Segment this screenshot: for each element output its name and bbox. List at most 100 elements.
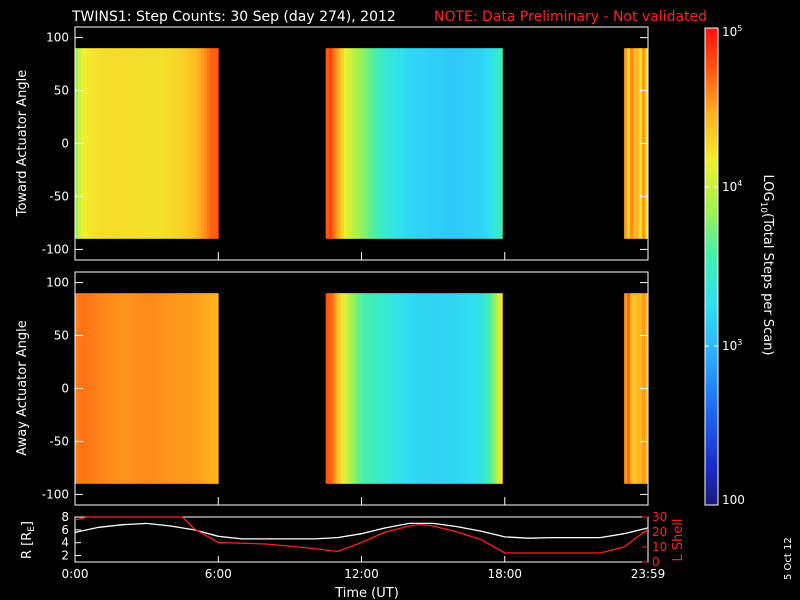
- heatmap-cell: [385, 293, 390, 484]
- heatmap-cell: [111, 293, 115, 484]
- heatmap-cell: [454, 48, 459, 239]
- heatmap-cell: [412, 48, 417, 239]
- heatmap-cell: [174, 293, 178, 484]
- heatmap-cell: [186, 293, 190, 484]
- heatmap-cell: [469, 48, 474, 239]
- heatmap-cell: [481, 48, 486, 239]
- heatmap-cell: [382, 293, 387, 484]
- heatmap-cell: [147, 293, 151, 484]
- heatmap-cell: [484, 48, 489, 239]
- preliminary-note: NOTE: Data Preliminary - Not validated: [434, 9, 707, 25]
- heatmap-cell: [216, 48, 219, 239]
- heatmap-cell: [213, 293, 217, 484]
- heatmap-cell: [189, 48, 193, 239]
- heatmap-cell: [376, 293, 381, 484]
- panel-orbit-frame: [74, 516, 649, 563]
- heatmap-cell: [168, 293, 172, 484]
- away-heatmap: [75, 293, 649, 484]
- heatmap-cell: [334, 293, 339, 484]
- heatmap-cell: [466, 48, 471, 239]
- heatmap-cell: [135, 293, 139, 484]
- panel-away-ylabel: Away Actuator Angle: [15, 320, 30, 455]
- heatmap-cell: [481, 293, 486, 484]
- heatmap-cell: [165, 48, 169, 239]
- panel-away-yticks: -100 -50 0 50 100: [42, 276, 649, 505]
- heatmap-cell: [189, 293, 193, 484]
- heatmap-cell: [135, 48, 139, 239]
- heatmap-cell: [484, 293, 489, 484]
- heatmap-cell: [370, 293, 375, 484]
- orbit-lshell-ylabel: L Shell: [671, 518, 686, 561]
- heatmap-cell: [436, 48, 441, 239]
- xtick-label: 23:59: [631, 567, 666, 581]
- r-ytick-label: 8: [61, 510, 69, 524]
- panel-orbit-lines: [74, 516, 649, 554]
- heatmap-cell: [415, 293, 420, 484]
- heatmap-cell: [144, 48, 148, 239]
- panel-toward: -100 -50 0 50 100 Toward Actuator Angle: [15, 26, 649, 261]
- heatmap-cell: [409, 48, 414, 239]
- heatmap-cell: [355, 293, 360, 484]
- heatmap-cell: [469, 293, 474, 484]
- heatmap-cell: [457, 293, 462, 484]
- heatmap-cell: [210, 293, 214, 484]
- heatmap-cell: [478, 293, 483, 484]
- heatmap-cell: [201, 48, 205, 239]
- lshell-ytick-label: 20: [652, 525, 667, 539]
- ytick-label: 0: [61, 382, 69, 396]
- lshell-ytick-label: 30: [652, 510, 667, 524]
- heatmap-cell: [147, 48, 151, 239]
- lshell-ytick-label: 0: [652, 555, 660, 569]
- heatmap-cell: [114, 293, 118, 484]
- heatmap-cell: [132, 48, 136, 239]
- heatmap-cell: [445, 293, 450, 484]
- heatmap-cell: [379, 293, 384, 484]
- heatmap-cell: [111, 48, 115, 239]
- heatmap-cell: [364, 48, 369, 239]
- heatmap-cell: [87, 48, 91, 239]
- heatmap-cell: [138, 48, 142, 239]
- heatmap-cell: [180, 48, 184, 239]
- heatmap-cell: [487, 293, 492, 484]
- heatmap-segment: [325, 293, 503, 484]
- heatmap-cell: [370, 48, 375, 239]
- heatmap-cell: [117, 48, 121, 239]
- heatmap-cell: [421, 293, 426, 484]
- heatmap-cell: [156, 48, 160, 239]
- heatmap-cell: [451, 48, 456, 239]
- heatmap-cell: [493, 293, 498, 484]
- heatmap-cell: [496, 48, 501, 239]
- heatmap-cell: [93, 48, 97, 239]
- heatmap-cell: [171, 48, 175, 239]
- heatmap-cell: [108, 293, 112, 484]
- heatmap-cell: [150, 293, 154, 484]
- heatmap-cell: [475, 293, 480, 484]
- heatmap-cell: [192, 48, 196, 239]
- heatmap-cell: [141, 48, 145, 239]
- heatmap-cell: [159, 48, 163, 239]
- date-stamp: 5 Oct 12: [783, 537, 794, 580]
- heatmap-cell: [367, 48, 372, 239]
- r-line: [74, 522, 649, 540]
- heatmap-cell: [400, 48, 405, 239]
- heatmap-cell: [346, 293, 351, 484]
- heatmap-cell: [406, 48, 411, 239]
- heatmap-cell: [153, 48, 157, 239]
- heatmap-cell: [195, 293, 199, 484]
- heatmap-cell: [636, 293, 640, 484]
- heatmap-cell: [406, 293, 411, 484]
- heatmap-cell: [358, 293, 363, 484]
- heatmap-cell: [352, 48, 357, 239]
- heatmap-cell: [355, 48, 360, 239]
- heatmap-cell: [487, 48, 492, 239]
- heatmap-cell: [165, 293, 169, 484]
- heatmap-cell: [418, 293, 423, 484]
- panel-toward-ylabel: Toward Actuator Angle: [15, 70, 30, 217]
- heatmap-cell: [325, 293, 330, 484]
- heatmap-cell: [451, 293, 456, 484]
- heatmap-cell: [361, 293, 366, 484]
- heatmap-segment: [325, 48, 503, 239]
- heatmap-cell: [90, 293, 94, 484]
- heatmap-cell: [490, 293, 495, 484]
